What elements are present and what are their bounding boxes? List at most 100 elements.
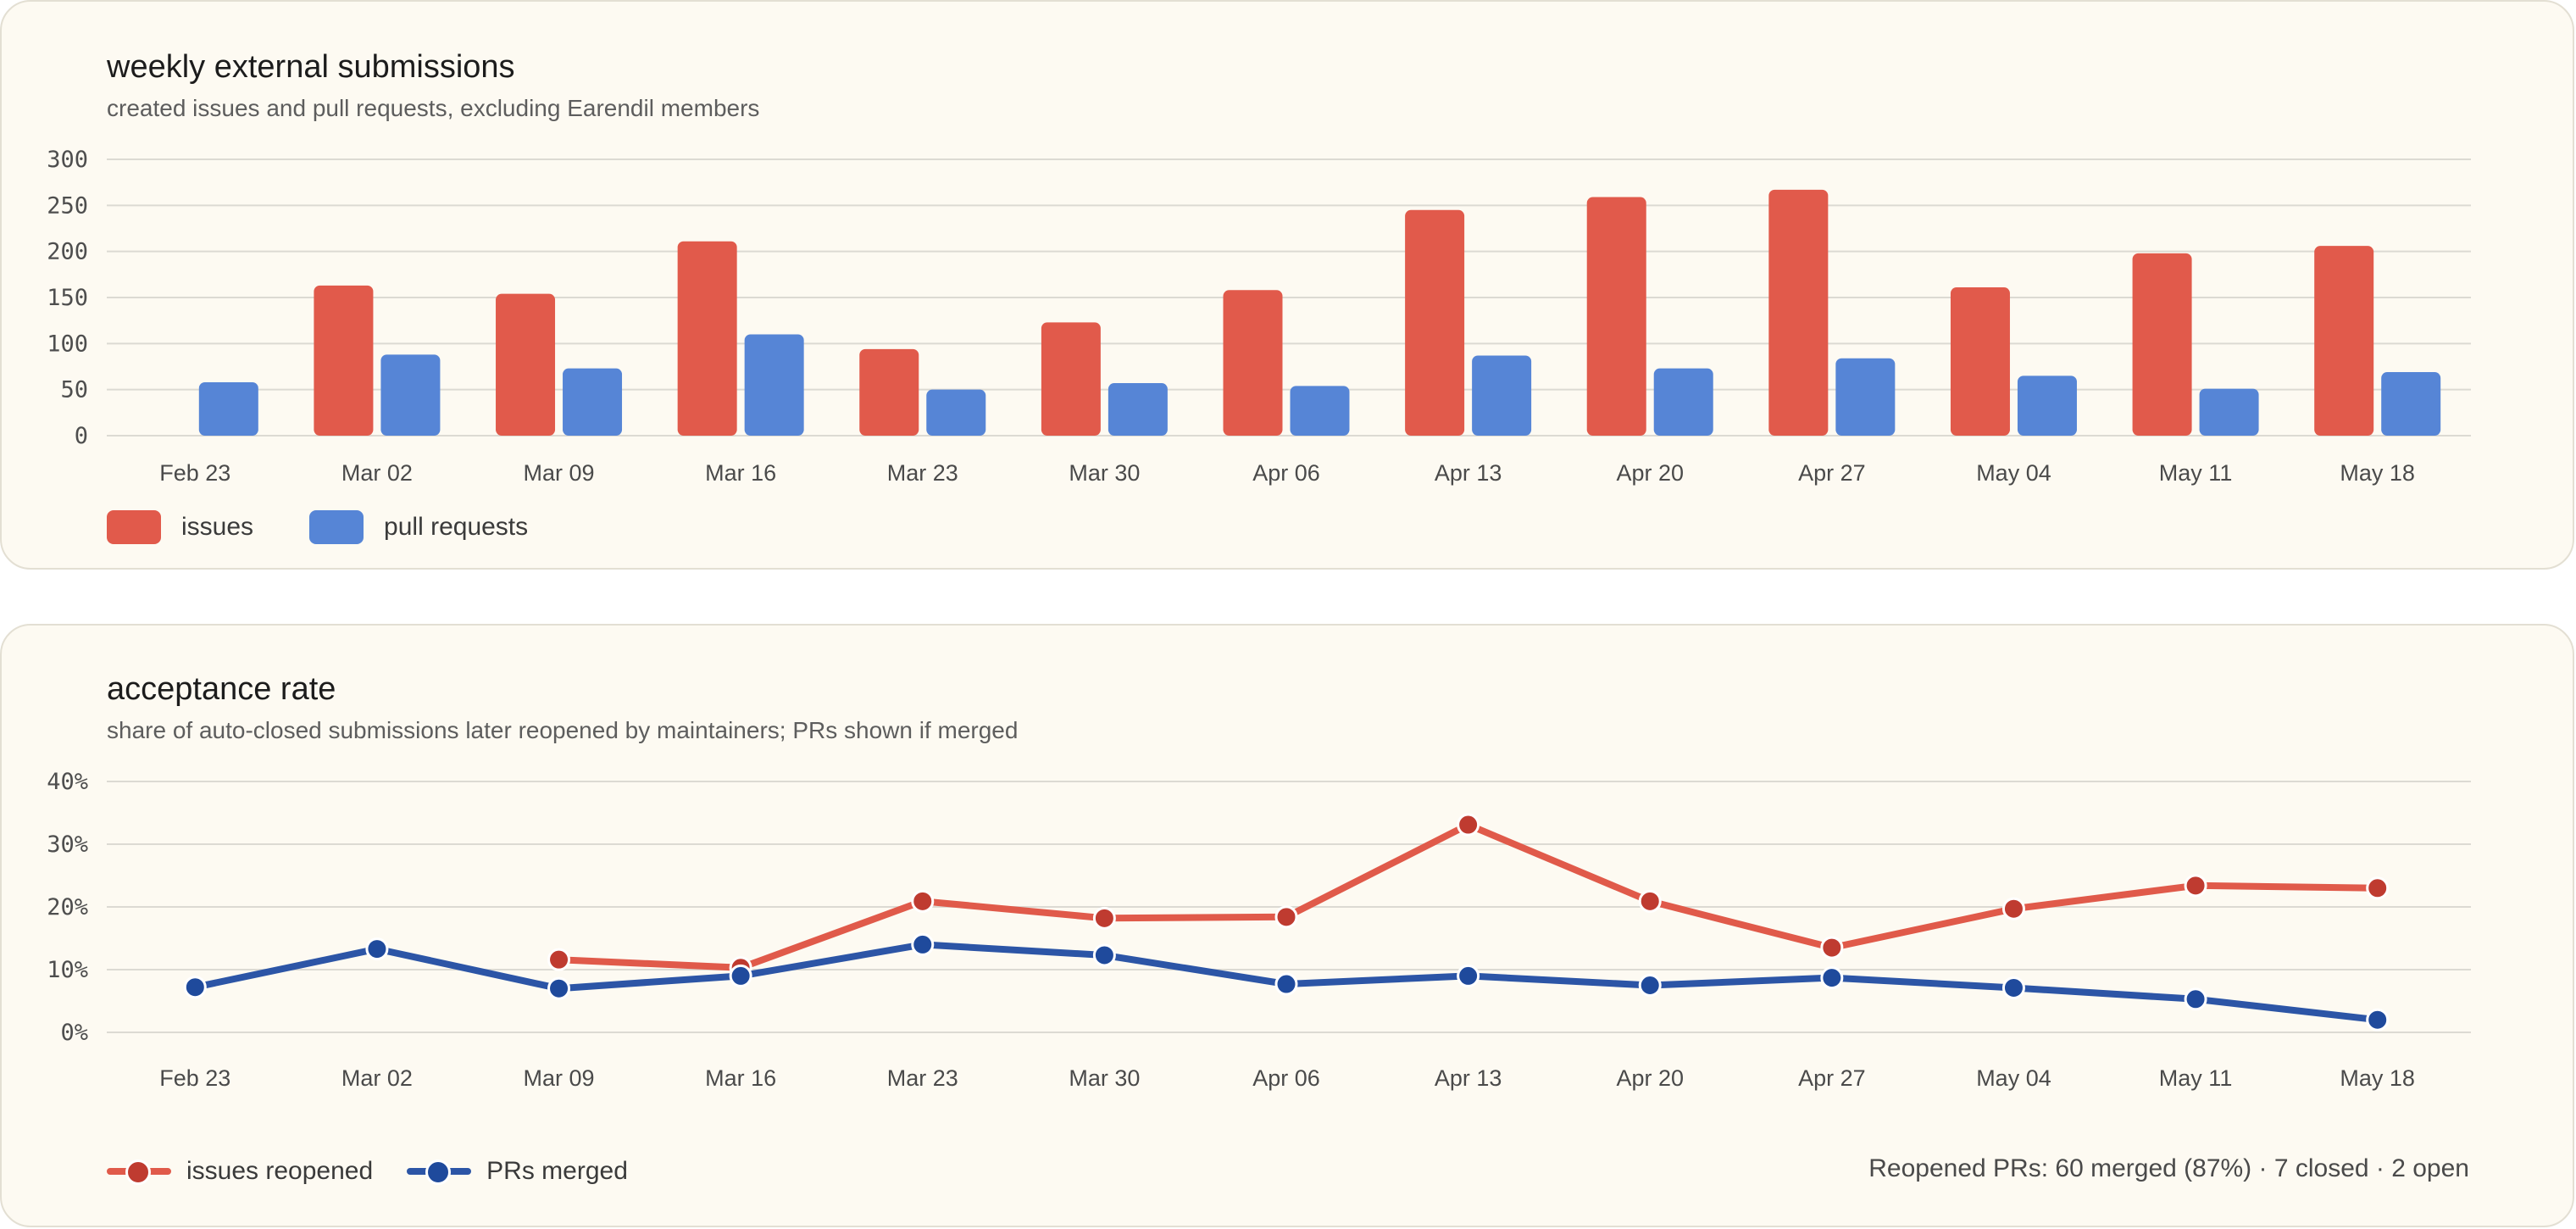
y-tick-label: 100 xyxy=(47,331,88,357)
point-prs-merged xyxy=(2366,1008,2390,1032)
pull-requests-swatch xyxy=(309,510,364,544)
legend-item-issues[interactable]: issues xyxy=(107,510,253,544)
point-issues-reopened xyxy=(1820,936,1844,959)
y-tick-label: 250 xyxy=(47,192,88,219)
point-prs-merged xyxy=(1457,964,1480,987)
point-issues-reopened xyxy=(1457,813,1480,837)
point-prs-merged xyxy=(1274,972,1298,996)
y-tick-label: 150 xyxy=(47,285,88,311)
legend-label-issues: issues xyxy=(181,513,254,541)
legend-label-issues-reopened: issues reopened xyxy=(186,1157,374,1185)
bar-pull-requests xyxy=(1472,355,1532,436)
y-tick-label: 20% xyxy=(47,894,88,920)
x-tick-label: Apr 13 xyxy=(1435,1065,1502,1091)
bar-issues xyxy=(1405,209,1465,436)
y-tick-label: 300 xyxy=(47,147,88,173)
point-prs-merged xyxy=(183,976,207,999)
point-issues-reopened xyxy=(547,948,571,971)
x-tick-label: Mar 02 xyxy=(341,460,413,486)
point-prs-merged xyxy=(911,932,935,956)
bar-pull-requests xyxy=(926,389,986,436)
bar-issues xyxy=(677,241,737,436)
point-prs-merged xyxy=(365,937,389,961)
x-tick-label: Mar 23 xyxy=(887,460,958,486)
x-tick-label: Mar 16 xyxy=(705,1065,776,1091)
bar-issues xyxy=(859,348,919,436)
point-prs-merged xyxy=(1092,943,1116,967)
point-issues-reopened xyxy=(2366,876,2390,900)
bar-pull-requests xyxy=(2199,388,2259,436)
bar-pull-requests xyxy=(2381,372,2441,436)
bar-issues xyxy=(1041,322,1101,436)
acceptance-card: acceptance rate share of auto-closed sub… xyxy=(0,624,2574,1227)
point-prs-merged xyxy=(1820,966,1844,990)
point-issues-reopened xyxy=(911,889,935,913)
bar-pull-requests xyxy=(744,334,804,436)
y-tick-label: 0 xyxy=(75,423,88,449)
submissions-legend: issues pull requests xyxy=(107,510,584,544)
line-issues-reopened xyxy=(555,821,2381,971)
submissions-subtitle: created issues and pull requests, exclud… xyxy=(107,95,760,121)
bar-issues xyxy=(496,293,556,436)
bar-pull-requests xyxy=(380,354,441,436)
x-tick-label: May 18 xyxy=(2340,460,2415,486)
x-tick-label: Apr 27 xyxy=(1798,1065,1866,1091)
point-prs-merged xyxy=(547,976,571,1000)
point-prs-merged xyxy=(729,964,752,987)
y-tick-label: 10% xyxy=(47,957,88,983)
bar-issues xyxy=(314,285,374,436)
bar-pull-requests xyxy=(1653,368,1713,436)
acceptance-title: acceptance rate xyxy=(107,671,336,707)
y-tick-label: 200 xyxy=(47,239,88,265)
legend-item-prs-merged[interactable]: PRs merged xyxy=(407,1154,628,1188)
issues-swatch xyxy=(107,510,161,544)
x-tick-label: Apr 13 xyxy=(1435,460,1502,486)
point-issues-reopened xyxy=(2001,897,2025,920)
submissions-title: weekly external submissions xyxy=(107,49,515,85)
x-tick-label: Apr 06 xyxy=(1252,460,1320,486)
bar-issues xyxy=(1586,197,1646,436)
point-prs-merged xyxy=(2001,976,2025,999)
x-tick-label: Mar 30 xyxy=(1069,1065,1140,1091)
bar-issues xyxy=(1223,290,1283,436)
acceptance-line-chart: 0% 10% 20% 30% 40% Feb 23 Mar 02 Mar 09 Mar 16 Ma… xyxy=(47,769,2471,1091)
point-issues-reopened xyxy=(2184,874,2207,898)
bar-issues xyxy=(2314,246,2374,436)
y-tick-label: 30% xyxy=(47,831,88,858)
x-tick-label: May 11 xyxy=(2159,460,2233,486)
x-tick-label: Apr 06 xyxy=(1252,1065,1320,1091)
x-tick-label: Feb 23 xyxy=(159,1065,230,1091)
bar-issues xyxy=(2132,253,2192,436)
y-tick-label: 0% xyxy=(60,1020,88,1046)
legend-item-pull-requests[interactable]: pull requests xyxy=(309,510,528,544)
x-tick-label: Apr 20 xyxy=(1616,1065,1684,1091)
x-tick-label: May 04 xyxy=(1976,1065,2051,1091)
point-issues-reopened xyxy=(1638,889,1662,913)
prs-merged-swatch xyxy=(407,1154,472,1188)
bar-pull-requests xyxy=(1290,386,1350,436)
x-tick-label: Apr 20 xyxy=(1616,460,1684,486)
x-tick-label: Apr 27 xyxy=(1798,460,1866,486)
point-issues-reopened xyxy=(1092,906,1116,930)
bar-pull-requests xyxy=(1108,383,1168,436)
legend-label-pull-requests: pull requests xyxy=(384,513,529,541)
acceptance-legend: issues reopened PRs merged xyxy=(107,1154,684,1188)
x-tick-label: May 04 xyxy=(1976,460,2051,486)
acceptance-subtitle: share of auto-closed submissions later r… xyxy=(107,717,1019,743)
point-prs-merged xyxy=(2184,987,2207,1011)
issues-reopened-swatch xyxy=(107,1154,171,1188)
bar-pull-requests xyxy=(1835,358,1896,436)
bar-issues xyxy=(1950,287,2010,436)
submissions-card: weekly external submissions created issu… xyxy=(0,0,2574,570)
bar-pull-requests xyxy=(563,368,623,436)
x-tick-label: Mar 30 xyxy=(1069,460,1140,486)
legend-label-prs-merged: PRs merged xyxy=(486,1157,628,1185)
bar-issues xyxy=(1768,189,1829,437)
legend-item-issues-reopened[interactable]: issues reopened xyxy=(107,1154,373,1188)
submissions-bar-chart: 0 50 100 150 200 250 300 Feb 23 Mar 02 Mar 09 Mar … xyxy=(47,147,2471,486)
bar-pull-requests xyxy=(2017,375,2077,436)
reopened-prs-summary: Reopened PRs: 60 merged (87%) · 7 closed… xyxy=(1868,1154,2469,1182)
x-tick-label: May 11 xyxy=(2159,1065,2233,1091)
y-tick-label: 50 xyxy=(60,377,88,403)
point-issues-reopened xyxy=(1274,905,1298,929)
